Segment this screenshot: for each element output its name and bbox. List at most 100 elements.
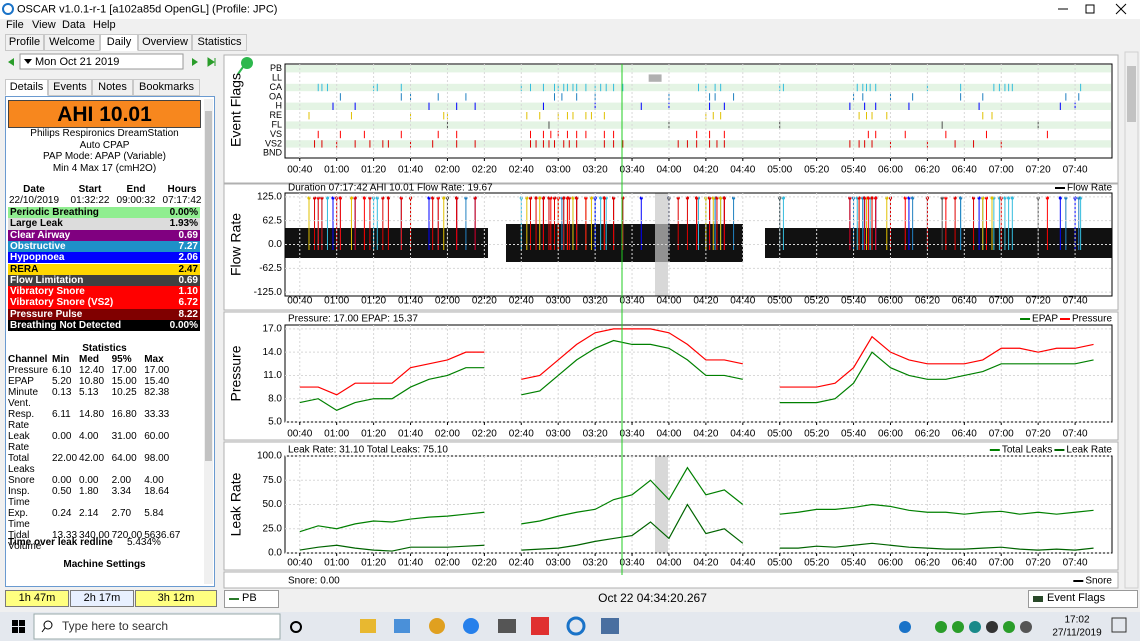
app-icon[interactable] bbox=[498, 619, 516, 633]
channel-combo[interactable]: PB bbox=[224, 590, 279, 608]
tab[interactable]: Welcome bbox=[44, 34, 100, 51]
y-tick-label: 11.0 bbox=[263, 370, 282, 381]
index-value: 0.69 bbox=[178, 274, 198, 286]
tray-icon[interactable] bbox=[1003, 621, 1015, 633]
duration-button[interactable]: 2h 17m bbox=[70, 590, 134, 607]
redline-label: Time over leak redline bbox=[8, 537, 113, 548]
app-icon[interactable] bbox=[360, 619, 376, 633]
x-tick-label: 05:20 bbox=[804, 165, 829, 176]
index-value: 0.00% bbox=[169, 207, 198, 218]
tab[interactable]: Daily bbox=[100, 34, 138, 51]
clock-date: 27/11/2019 bbox=[1052, 628, 1102, 639]
tray-icon[interactable] bbox=[935, 621, 947, 633]
x-tick-label: 04:20 bbox=[693, 165, 718, 176]
next-day[interactable] bbox=[192, 58, 198, 66]
pin-icon[interactable] bbox=[241, 57, 253, 69]
y-tick-label: -62.5 bbox=[259, 263, 282, 274]
app-icon[interactable] bbox=[429, 618, 445, 634]
app-icon[interactable] bbox=[463, 618, 479, 634]
stats-grid: Channel Min Med 95% Max Pressure 6.10 12.40 17.0… bbox=[7, 354, 181, 552]
legend-label: Flow Rate bbox=[1067, 183, 1112, 194]
legend-label: Snore bbox=[1085, 576, 1112, 587]
search-box[interactable] bbox=[33, 613, 281, 640]
x-tick-label: 01:00 bbox=[324, 165, 349, 176]
date-combo[interactable] bbox=[19, 53, 184, 70]
index-row: RERA 2.47 bbox=[8, 263, 200, 275]
stats-cell: 18.64 bbox=[144, 486, 170, 497]
stats-cell: 42.00 bbox=[79, 453, 105, 464]
tab[interactable]: Overview bbox=[138, 34, 192, 51]
y-tick-label: 62.5 bbox=[263, 215, 283, 226]
series-line bbox=[299, 339, 1094, 412]
duration-button[interactable]: 1h 47m bbox=[5, 590, 69, 607]
notifications[interactable] bbox=[1111, 617, 1127, 633]
tab[interactable]: Statistics bbox=[192, 34, 247, 51]
scroll-thumb[interactable] bbox=[1127, 66, 1136, 122]
series-line bbox=[299, 503, 1094, 552]
panel-header: Duration 07:17:42 AHI 10.01 Flow Rate: 1… bbox=[288, 183, 493, 194]
app-icon[interactable] bbox=[601, 618, 619, 634]
x-tick-label: 01:40 bbox=[398, 558, 423, 569]
prev-day[interactable] bbox=[8, 58, 14, 66]
menu-item[interactable]: Data bbox=[62, 19, 86, 31]
app-icon[interactable] bbox=[394, 619, 410, 633]
close-button[interactable] bbox=[1115, 3, 1127, 15]
menu-item[interactable]: File bbox=[6, 19, 24, 31]
tab[interactable]: Details bbox=[5, 79, 48, 96]
start-button[interactable] bbox=[12, 620, 25, 633]
x-tick-label: 06:40 bbox=[952, 296, 977, 307]
machine-settings: Machine Settings bbox=[63, 559, 146, 570]
x-tick-label: 06:00 bbox=[878, 429, 903, 440]
flags-combo-text: Event Flags bbox=[1047, 592, 1106, 604]
stats-row: Total Leaks 22.00 42.00 64.00 98.00 bbox=[7, 453, 181, 475]
stats-cell: Total Leaks bbox=[8, 453, 35, 475]
tray-icon[interactable] bbox=[952, 621, 964, 633]
legend-label: Pressure bbox=[1072, 314, 1112, 325]
duration-button[interactable]: 3h 12m bbox=[135, 590, 217, 607]
flag-row-band bbox=[286, 121, 1111, 129]
axis-label: Flow Rate bbox=[228, 213, 244, 276]
tab[interactable]: Events bbox=[48, 79, 92, 96]
flow-waveform bbox=[765, 228, 1112, 258]
x-tick-label: 03:00 bbox=[546, 558, 571, 569]
info-line: PAP Mode: APAP (Variable) bbox=[42, 151, 167, 162]
last-day[interactable] bbox=[207, 57, 216, 67]
x-tick-label: 01:20 bbox=[361, 165, 386, 176]
x-tick-label: 05:20 bbox=[804, 429, 829, 440]
y-tick-label: 5.0 bbox=[268, 417, 282, 428]
tray-icon[interactable] bbox=[1020, 621, 1032, 633]
tray-icon[interactable] bbox=[969, 621, 981, 633]
tab[interactable]: Profile bbox=[5, 34, 44, 51]
tray-icon[interactable] bbox=[986, 621, 998, 633]
x-tick-label: 07:20 bbox=[1026, 429, 1051, 440]
x-tick-label: 06:40 bbox=[952, 558, 977, 569]
menu-item[interactable]: Help bbox=[93, 19, 116, 31]
scrollbar[interactable] bbox=[1124, 51, 1139, 589]
x-tick-label: 05:00 bbox=[767, 429, 792, 440]
app-icon[interactable] bbox=[566, 616, 586, 636]
scroll-thumb[interactable] bbox=[205, 111, 212, 461]
tray-icon[interactable] bbox=[899, 621, 911, 633]
app-icon[interactable] bbox=[531, 617, 549, 635]
flags-combo[interactable]: Event Flags bbox=[1028, 590, 1138, 608]
x-tick-label: 02:00 bbox=[435, 429, 460, 440]
x-tick-label: 06:40 bbox=[952, 429, 977, 440]
date-dropdown-icon bbox=[24, 59, 32, 64]
cortana-icon[interactable] bbox=[290, 621, 302, 633]
x-tick-label: 02:40 bbox=[509, 296, 534, 307]
menu-item[interactable]: View bbox=[32, 19, 56, 31]
stats-cell: Snore bbox=[8, 475, 35, 486]
index-name: Vibratory Snore (VS2) bbox=[10, 297, 114, 309]
index-row: Breathing Not Detected 0.00% bbox=[8, 320, 200, 332]
stats-cell: 98.00 bbox=[144, 453, 170, 464]
stats-cell: 4.00 bbox=[144, 475, 164, 486]
channel-swatch bbox=[229, 598, 239, 600]
flow-flag-dot bbox=[990, 196, 994, 200]
stats-cell: Minute Vent. bbox=[8, 387, 39, 409]
stats-row: Resp. Rate 6.11 14.80 16.80 33.33 bbox=[7, 409, 181, 431]
stats-cell: 0.50 bbox=[52, 486, 72, 497]
tab[interactable]: Notes bbox=[92, 79, 133, 96]
flag-row-band bbox=[286, 140, 1111, 148]
restore-button[interactable] bbox=[1085, 4, 1095, 14]
tab[interactable]: Bookmarks bbox=[133, 79, 200, 96]
